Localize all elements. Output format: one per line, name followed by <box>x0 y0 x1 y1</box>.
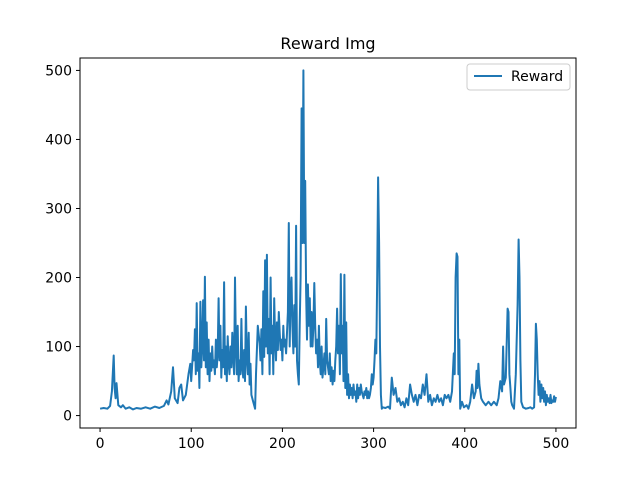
y-axis: 0 100 200 300 400 500 <box>45 63 80 425</box>
x-axis: 0 100 200 300 400 500 <box>96 428 570 452</box>
y-tick-label: 100 <box>45 340 72 356</box>
legend-label-reward: Reward <box>511 69 563 85</box>
x-tick-label: 500 <box>543 436 570 452</box>
reward-series-line <box>99 69 557 411</box>
legend: Reward <box>466 63 571 91</box>
x-tick-label: 400 <box>451 436 478 452</box>
y-tick-label: 200 <box>45 271 72 287</box>
x-tick-label: 300 <box>360 436 387 452</box>
legend-box <box>466 63 571 91</box>
y-tick-label: 0 <box>63 409 72 425</box>
chart-title: Reward Img <box>280 34 375 53</box>
y-tick-label: 300 <box>45 201 72 217</box>
x-tick-label: 200 <box>269 436 296 452</box>
x-tick-label: 0 <box>96 436 105 452</box>
x-tick-label: 100 <box>178 436 205 452</box>
y-tick-label: 500 <box>45 63 72 79</box>
y-tick-label: 400 <box>45 132 72 148</box>
